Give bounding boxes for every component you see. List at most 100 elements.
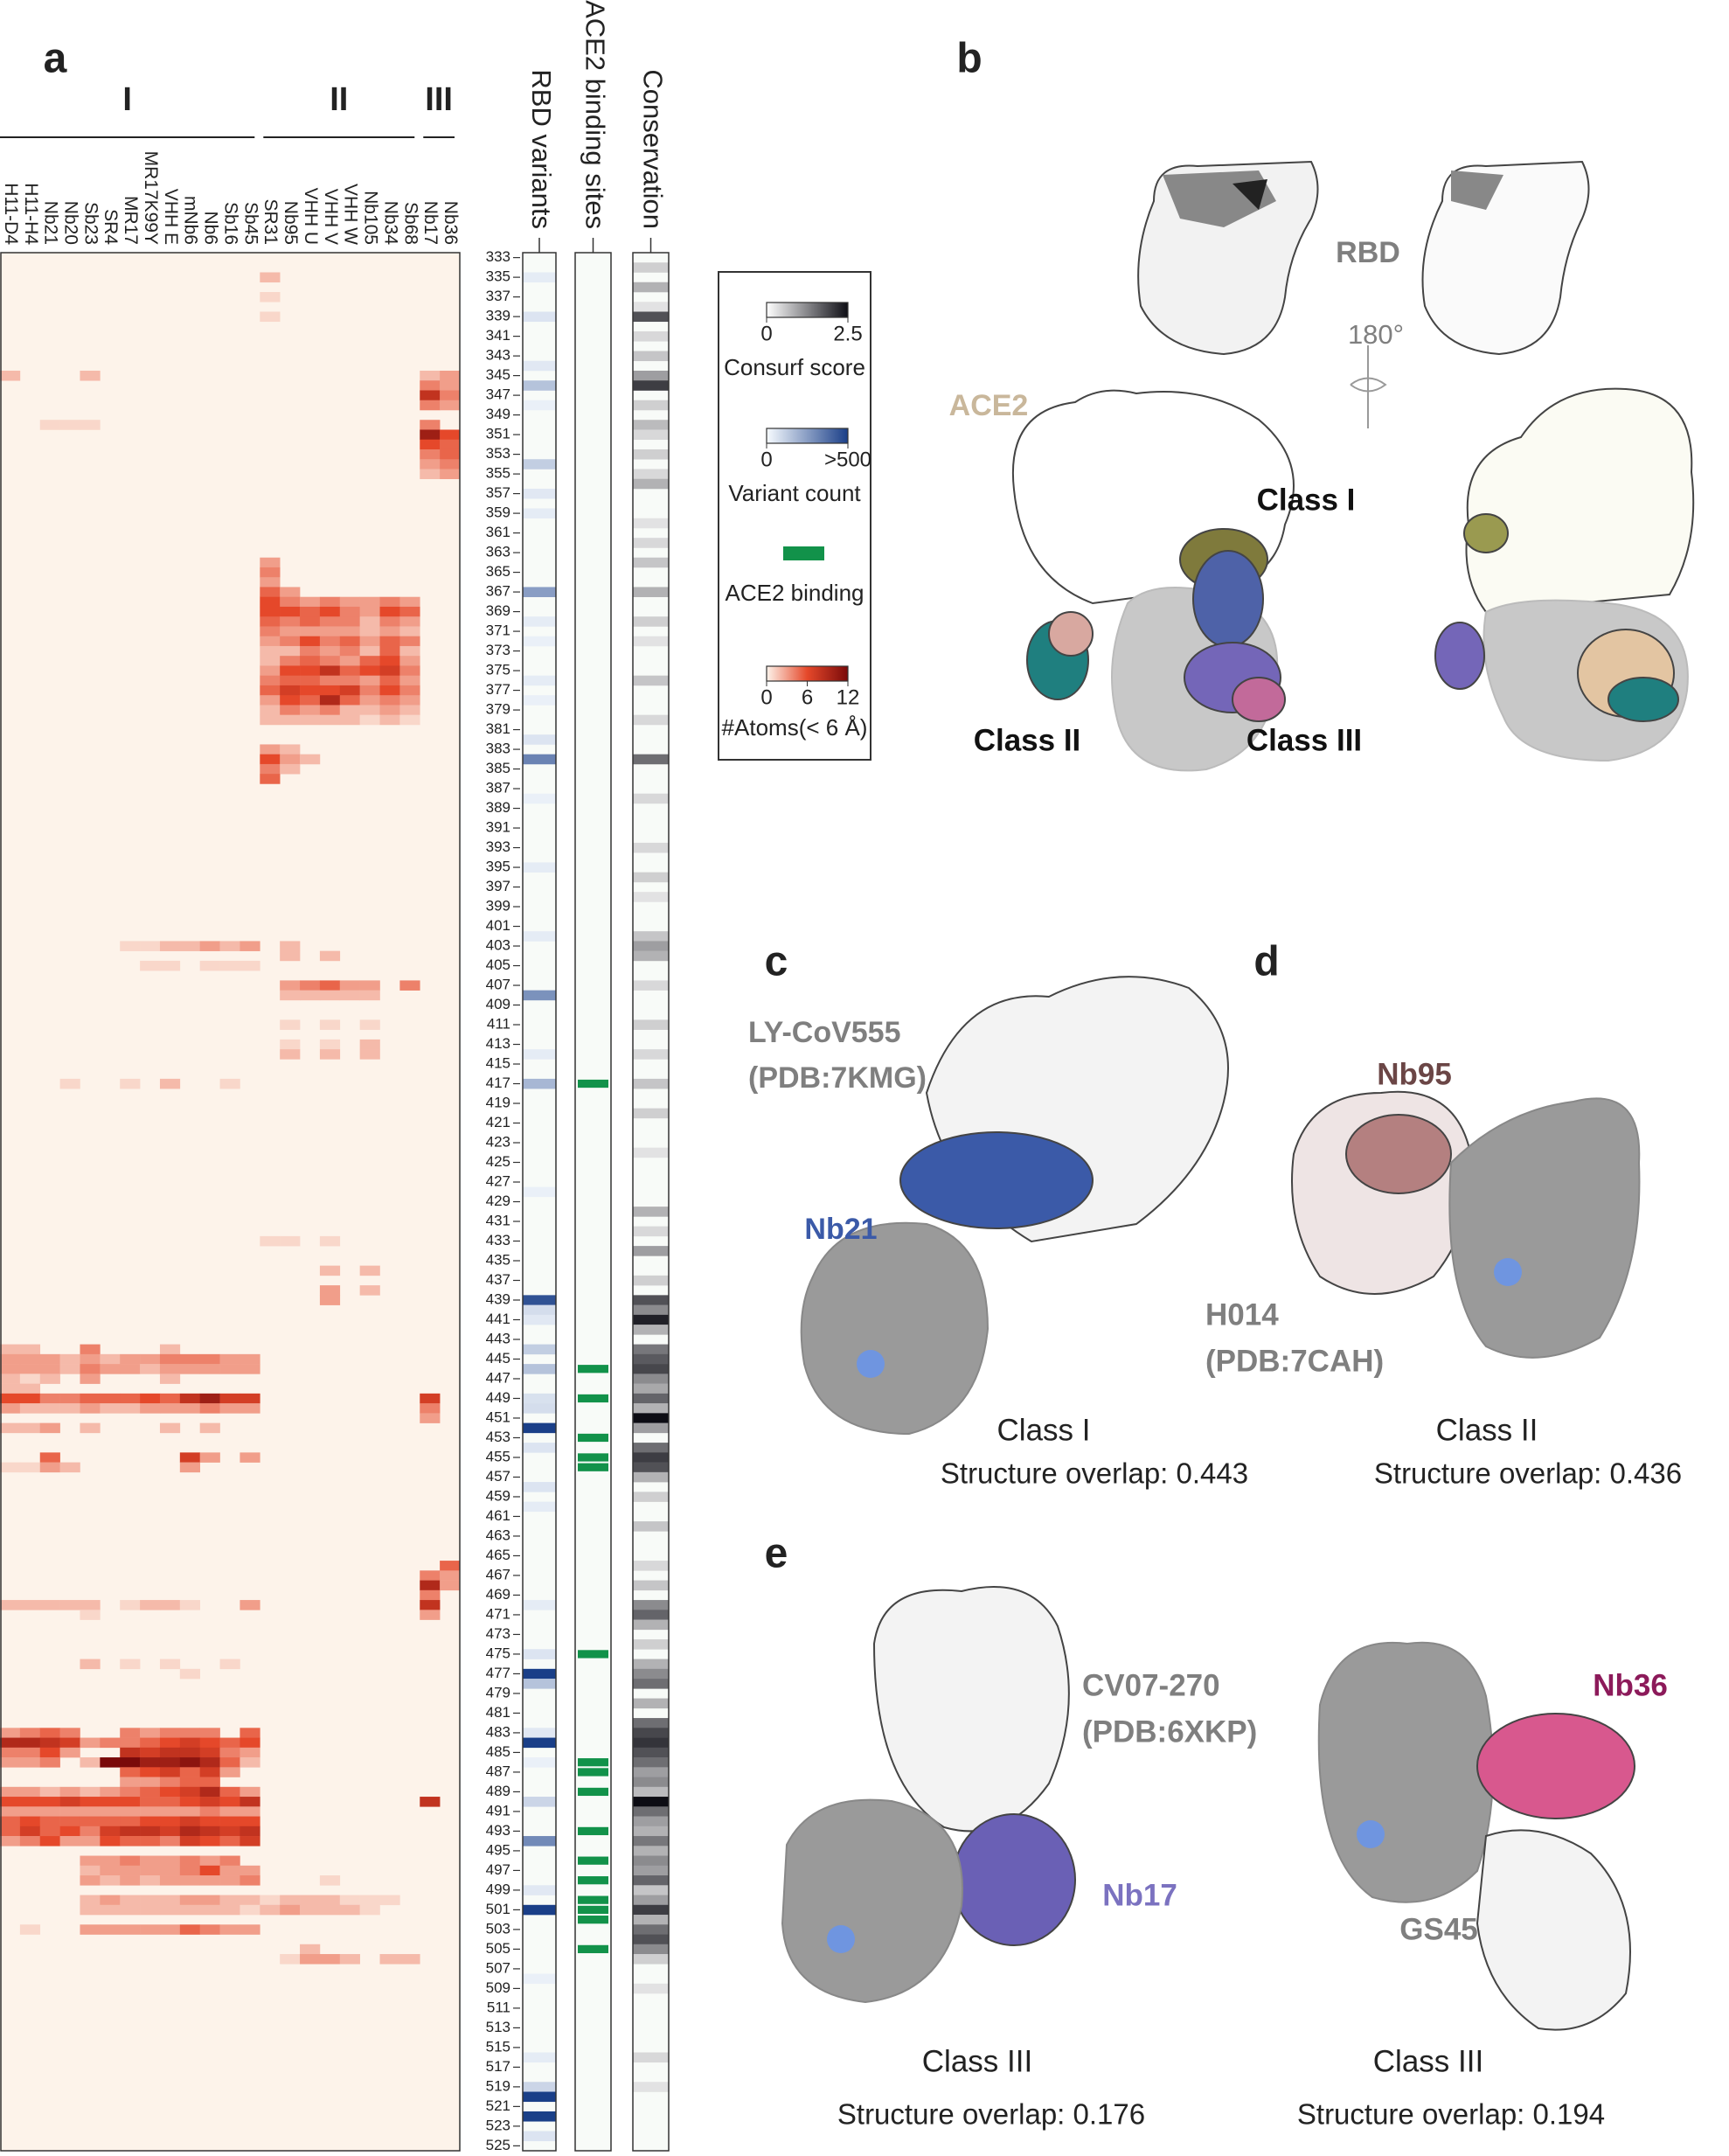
heatmap-cell <box>19 1737 41 1749</box>
heatmap-cell <box>199 1452 220 1463</box>
heatmap-cell <box>140 1895 161 1906</box>
heatmap-cell <box>80 1403 101 1414</box>
binding-site <box>578 1394 608 1403</box>
heatmap-cell <box>280 990 301 1001</box>
heatmap-cell <box>140 1786 161 1798</box>
track-cell <box>633 351 669 362</box>
track-cell <box>633 1452 669 1463</box>
heatmap-cell <box>440 429 461 441</box>
y-tick-label: 417 <box>486 1075 510 1091</box>
heatmap-cell <box>159 1353 181 1365</box>
heatmap-cell <box>120 1836 141 1847</box>
heatmap-cell <box>440 1561 461 1571</box>
heatmap-cell <box>219 1747 240 1758</box>
heatmap-cell <box>179 1353 200 1365</box>
heatmap-cell <box>219 1403 240 1414</box>
heatmap-cell <box>159 1786 181 1798</box>
y-tick-label: 477 <box>486 1665 510 1681</box>
track-cell <box>523 1314 556 1325</box>
heatmap-cell <box>19 1374 41 1384</box>
heatmap-cell <box>319 616 341 627</box>
heatmap-cell <box>339 675 360 686</box>
heatmap-cell <box>199 1767 220 1777</box>
heatmap-cell <box>280 1019 301 1030</box>
heatmap-cell <box>319 596 341 608</box>
annotation: CV07-270 <box>1082 1668 1220 1702</box>
heatmap-cell <box>319 1904 341 1916</box>
heatmap-cell <box>59 1816 80 1827</box>
heatmap-cell <box>260 272 281 283</box>
heatmap-cell <box>159 1865 181 1876</box>
track-cell <box>523 636 556 647</box>
heatmap-cell <box>199 1924 220 1935</box>
heatmap-cell <box>399 675 420 686</box>
y-tick-label: 371 <box>486 622 510 639</box>
heatmap-cell <box>219 1816 240 1827</box>
heatmap-cell <box>39 1422 60 1434</box>
heatmap-cell <box>300 1904 321 1916</box>
track-cell <box>633 1698 669 1709</box>
heatmap-cell <box>179 1403 200 1414</box>
heatmap-cell <box>420 1403 441 1414</box>
y-tick-label: 497 <box>486 1861 510 1878</box>
heatmap-cell <box>260 291 281 303</box>
heatmap-cell <box>379 626 400 636</box>
track-cell <box>633 1797 669 1807</box>
heatmap-cell <box>159 1757 181 1768</box>
binding-site <box>578 1916 608 1924</box>
y-tick-label: 375 <box>486 662 510 678</box>
binding-site <box>578 1463 608 1471</box>
track-cell <box>633 950 669 962</box>
heatmap-cell <box>140 1865 161 1876</box>
heatmap-cell <box>399 665 420 676</box>
heatmap-cell <box>140 1904 161 1916</box>
y-tick-label: 381 <box>486 720 510 737</box>
track-cell <box>633 1915 669 1925</box>
heatmap-cell <box>159 1078 181 1089</box>
heatmap-cell <box>359 685 380 696</box>
track-cell <box>633 793 669 804</box>
heatmap-cell <box>280 616 301 627</box>
heatmap-cell <box>159 1659 181 1670</box>
heatmap-cell <box>440 469 461 480</box>
heatmap-cell <box>379 1954 400 1965</box>
track-cell <box>633 1364 669 1374</box>
track-cell <box>633 1019 669 1030</box>
heatmap-cell <box>319 714 341 726</box>
heatmap-cell <box>0 1403 21 1414</box>
y-tick-label: 453 <box>486 1429 510 1445</box>
heatmap-cell <box>100 1393 121 1404</box>
binding-site <box>578 1905 608 1915</box>
track-cell <box>633 1462 669 1473</box>
y-tick-label: 449 <box>486 1389 510 1406</box>
heatmap-cell <box>280 675 301 686</box>
heatmap-cell <box>359 1265 380 1276</box>
heatmap-cell <box>280 626 301 636</box>
track-cell <box>633 1049 669 1060</box>
heatmap-cell <box>199 1904 220 1916</box>
track-cell <box>633 1786 669 1798</box>
heatmap-cell <box>420 1797 441 1807</box>
legend-scale <box>766 665 849 682</box>
heatmap-cell <box>140 1875 161 1886</box>
column-label: MR17K99Y <box>141 151 161 245</box>
binding-site <box>578 1944 608 1954</box>
column-label: VHH E <box>161 189 181 245</box>
heatmap-cell <box>179 1855 200 1867</box>
y-tick-label: 345 <box>486 366 510 383</box>
heatmap-cell <box>199 1777 220 1788</box>
heatmap-cell <box>260 567 281 578</box>
heatmap-cell <box>300 675 321 686</box>
heatmap-cell <box>179 1737 200 1749</box>
heatmap-cell <box>179 1364 200 1374</box>
track-cell <box>633 1826 669 1837</box>
track-cell <box>523 1304 556 1316</box>
heatmap-cell <box>359 1895 380 1906</box>
y-tick-label: 435 <box>486 1251 510 1268</box>
heatmap-cell <box>319 1285 341 1296</box>
annotation: (PDB:6XKP) <box>1082 1714 1257 1749</box>
y-tick-label: 481 <box>486 1704 510 1721</box>
track-frame <box>522 252 557 2152</box>
track-background <box>575 253 611 2151</box>
